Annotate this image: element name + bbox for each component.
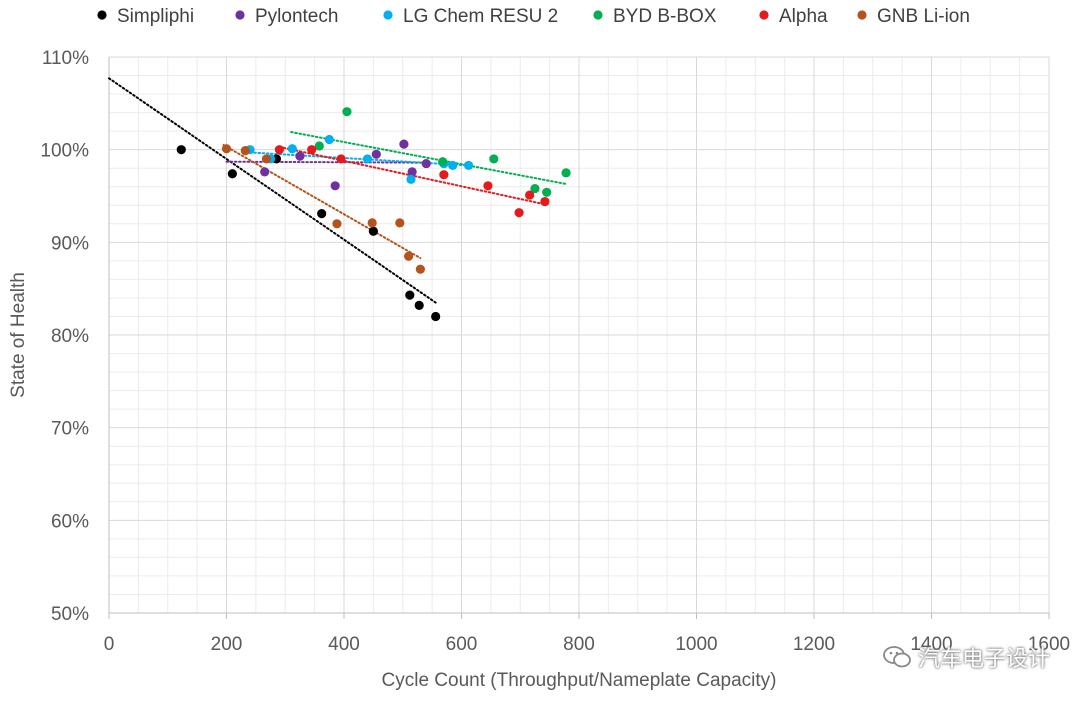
data-point	[525, 190, 535, 200]
data-point	[414, 300, 424, 310]
data-point	[332, 219, 342, 229]
data-point	[221, 144, 232, 154]
data-point	[448, 160, 458, 171]
legend-item: Simpliphi	[97, 6, 194, 27]
x-tick-label: 200	[211, 634, 243, 655]
legend-marker	[383, 10, 393, 20]
legend-label: Pylontech	[255, 6, 338, 27]
data-point	[415, 264, 425, 274]
y-tick-label: 80%	[51, 326, 89, 347]
legend: Simpliphi Pylontech LG Chem RESU 2 BYD B-BO…	[97, 6, 970, 27]
trendline	[222, 144, 422, 260]
axes	[108, 57, 1050, 619]
major-grid	[109, 56, 1050, 613]
x-tick-label: 1000	[675, 634, 717, 655]
x-tick-label: 1200	[793, 634, 835, 655]
x-axis-title: Cycle Count (Throughput/Nameplate Capaci…	[382, 670, 777, 691]
trendline	[249, 151, 470, 167]
data-point	[406, 174, 416, 184]
wechat-icon	[883, 646, 911, 668]
data-point	[530, 183, 540, 194]
data-point	[431, 311, 441, 322]
data-point	[367, 218, 377, 228]
data-point	[463, 160, 474, 171]
trendline	[108, 77, 437, 304]
data-point	[404, 251, 414, 261]
x-tick-label: 0	[104, 634, 115, 655]
data-point	[260, 167, 270, 177]
y-tick-label: 70%	[51, 419, 89, 440]
data-point	[227, 169, 237, 179]
data-point	[287, 144, 297, 154]
data-point	[274, 145, 284, 155]
data-point	[371, 149, 381, 159]
data-point	[407, 167, 417, 177]
legend-item: Pylontech	[235, 6, 338, 27]
data-point	[368, 226, 378, 236]
data-point	[405, 290, 415, 300]
data-point	[439, 170, 449, 180]
data-point	[438, 157, 448, 167]
y-tick-label: 110%	[42, 48, 89, 69]
y-tick-label: 90%	[51, 233, 89, 254]
legend-label: Simpliphi	[117, 6, 194, 27]
legend-item: BYD B-BOX	[593, 6, 717, 27]
legend-label: LG Chem RESU 2	[403, 6, 558, 27]
data-point	[514, 208, 524, 218]
data-point	[421, 158, 431, 169]
data-point	[307, 145, 317, 155]
data-point	[395, 218, 405, 228]
data-point	[324, 134, 334, 145]
legend-label: Alpha	[779, 6, 828, 27]
data-point	[399, 139, 409, 149]
legend-item: GNB Li-ion	[857, 6, 970, 27]
data-point	[317, 209, 327, 219]
data-point	[540, 196, 550, 207]
trendline	[225, 160, 428, 164]
data-point	[330, 181, 340, 191]
data-point	[542, 187, 552, 197]
legend-marker	[97, 10, 107, 20]
legend-marker	[857, 10, 867, 20]
y-axis-title: State of Health	[8, 272, 29, 398]
y-tick-label: 100%	[40, 141, 89, 162]
data-point	[342, 107, 352, 117]
trendlines	[108, 77, 568, 304]
x-tick-label: 400	[328, 634, 360, 655]
y-axis-tick-labels: 50% 60% 70% 80% 90% 100% 110%	[40, 48, 89, 625]
data-point	[483, 181, 493, 191]
data-point	[261, 154, 272, 164]
legend-marker	[235, 10, 245, 20]
data-point	[362, 154, 373, 164]
data-point	[561, 168, 571, 178]
trendline	[290, 131, 568, 185]
legend-marker	[593, 10, 603, 20]
x-tick-label: 600	[446, 634, 478, 655]
legend-item: Alpha	[759, 6, 828, 27]
x-axis-tick-labels: 0 200 400 600 800 1000 1200 1400 1600	[104, 634, 1070, 655]
data-point	[240, 145, 250, 156]
legend-label: GNB Li-ion	[877, 6, 970, 27]
y-tick-label: 60%	[51, 511, 89, 532]
legend-label: BYD B-BOX	[613, 6, 717, 27]
legend-marker	[759, 10, 769, 20]
data-point	[489, 154, 499, 164]
x-tick-label: 1600	[1028, 634, 1070, 655]
x-tick-label: 1400	[910, 634, 952, 655]
data-points	[176, 107, 571, 322]
data-point	[336, 154, 346, 164]
y-tick-label: 50%	[51, 604, 89, 625]
data-point	[176, 145, 186, 155]
x-tick-label: 800	[563, 634, 595, 655]
watermark: 汽车电子设计	[882, 641, 1050, 673]
data-point	[295, 151, 305, 161]
watermark-text: 汽车电子设计	[917, 647, 1050, 672]
data-point	[314, 141, 324, 151]
legend-item: LG Chem RESU 2	[383, 6, 558, 27]
